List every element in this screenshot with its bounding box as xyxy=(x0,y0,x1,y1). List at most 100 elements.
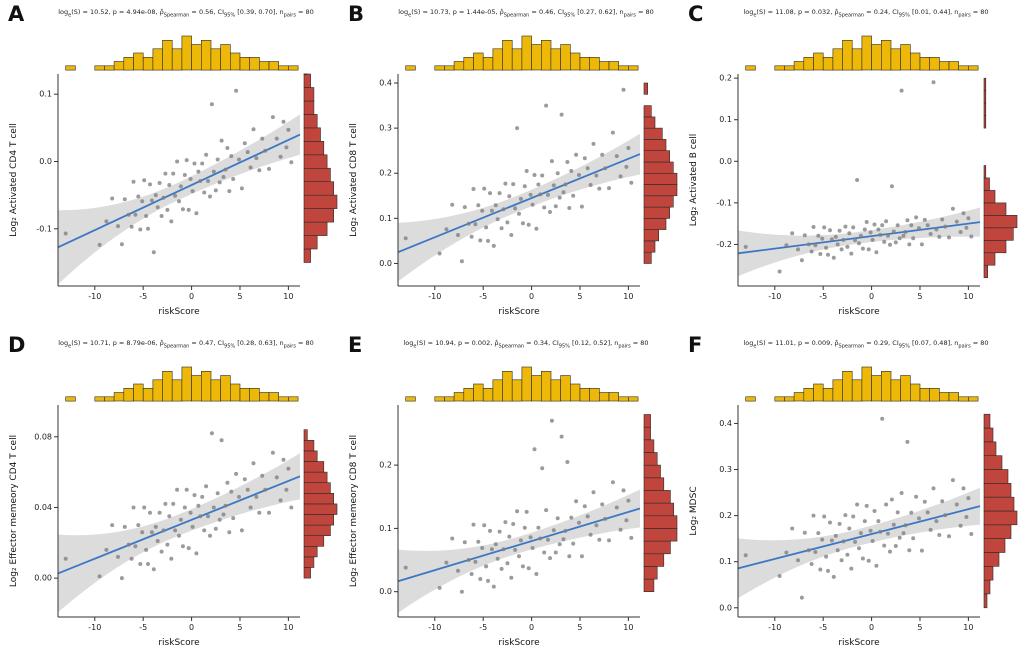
scatter-point xyxy=(211,169,216,174)
stat-p: 1.44e-05 xyxy=(466,8,496,16)
top-histogram-bar xyxy=(774,396,785,402)
top-histogram-bar xyxy=(541,39,552,71)
scatter-point xyxy=(897,535,902,540)
scatter-point xyxy=(462,540,467,545)
scatter-point xyxy=(847,231,852,236)
y-axis-label: Log₂ Effector memeory CD8 T cell xyxy=(349,434,359,588)
x-tick-label: 10 xyxy=(623,292,633,301)
scatter-point xyxy=(515,509,520,514)
stat-sub: e xyxy=(68,343,72,350)
right-histogram-bar xyxy=(983,510,1018,526)
scatter-point xyxy=(790,231,795,236)
stat-p: 4.94e-08 xyxy=(126,8,156,16)
scatter-point xyxy=(549,418,554,423)
right-histogram-bar xyxy=(303,154,328,169)
stat-label: , CI xyxy=(548,339,559,347)
x-tick-label: 10 xyxy=(283,292,293,301)
scatter-point xyxy=(182,505,187,510)
scatter-point xyxy=(843,513,848,518)
top-histogram-bar xyxy=(521,366,532,402)
right-histogram-bar xyxy=(303,556,315,568)
scatter-point xyxy=(482,523,487,528)
scatter-point xyxy=(133,544,138,549)
top-histogram-bar xyxy=(113,392,125,402)
scatter-point xyxy=(594,173,599,178)
top-histogram-bar xyxy=(220,44,231,71)
scatter-point xyxy=(148,510,152,515)
stat-label: = xyxy=(189,8,199,16)
top-histogram-bar xyxy=(104,396,115,402)
stat-n: 80 xyxy=(980,8,989,16)
stat-label: , ρ̂ xyxy=(155,339,164,347)
scatter-point xyxy=(813,550,818,554)
right-histogram-bar xyxy=(983,77,987,91)
scatter-point xyxy=(891,229,896,234)
stat-label: , p = xyxy=(793,339,812,347)
scatter-point xyxy=(743,244,748,249)
scatter-point xyxy=(917,516,921,521)
right-histogram-bar xyxy=(643,528,678,542)
top-histogram-bar xyxy=(463,56,474,71)
scatter-point xyxy=(260,136,265,141)
scatter-point xyxy=(223,503,228,508)
scatter-point xyxy=(893,240,898,245)
stat-sub: e xyxy=(753,12,757,19)
scatter-point xyxy=(868,230,873,235)
right-histogram-bar xyxy=(303,440,315,452)
stat-rho: 0.34 xyxy=(533,339,549,347)
scatter-point xyxy=(480,208,485,213)
scatter-point xyxy=(281,119,286,124)
scatter-point xyxy=(553,550,558,555)
scatter-point xyxy=(591,490,596,495)
scatter-point xyxy=(862,227,867,232)
scatter-point xyxy=(851,225,856,230)
scatter-point xyxy=(822,514,827,519)
scatter-point xyxy=(144,214,149,218)
y-tick-label: 0.2 xyxy=(719,74,732,83)
right-histogram-bar xyxy=(983,177,990,191)
top-histogram-bar xyxy=(589,387,600,402)
scatter-point xyxy=(889,497,894,502)
scatter-point xyxy=(146,562,150,566)
scatter-point xyxy=(489,547,494,552)
scatter-point xyxy=(845,244,850,249)
scatter-point xyxy=(200,494,205,499)
scatter-point xyxy=(534,572,539,576)
top-histogram-bar xyxy=(181,366,192,402)
stat-ci: [0.39, 0.70] xyxy=(237,8,276,16)
right-histogram-bar xyxy=(983,165,987,179)
right-histogram-bar xyxy=(303,248,311,263)
top-histogram-bar xyxy=(793,61,805,71)
scatter-point xyxy=(571,541,576,546)
x-tick-label: -5 xyxy=(819,292,827,301)
panel-a: A loge(S) = 10.52, p = 4.94e-08, ρ̂Spear… xyxy=(0,0,340,331)
scatter-point xyxy=(136,523,141,528)
stat-label: = xyxy=(970,8,981,16)
scatter-point xyxy=(473,222,478,227)
scatter-point xyxy=(905,218,910,223)
right-histogram-bar xyxy=(643,240,656,253)
scatter-point xyxy=(237,157,241,162)
scatter-point xyxy=(196,503,201,508)
right-histogram-bar xyxy=(303,221,328,236)
right-histogram-bar xyxy=(643,127,663,140)
scatter-point xyxy=(874,250,879,255)
right-histogram-bar xyxy=(643,139,667,151)
scatter-point xyxy=(482,186,487,191)
top-histogram-bar xyxy=(842,39,853,71)
top-histogram-bar xyxy=(871,375,882,402)
x-axis-label: riskScore xyxy=(158,307,200,317)
scatter-point xyxy=(182,173,187,177)
scatter-point xyxy=(526,566,531,571)
scatter-point xyxy=(270,450,275,455)
scatter-point xyxy=(239,528,244,533)
stat-sub: 95% xyxy=(224,12,236,19)
x-tick-label: 5 xyxy=(917,623,922,632)
scatter-point xyxy=(922,217,927,222)
top-histogram-bar xyxy=(239,387,250,402)
scatter-plot: -10 -5 0 5 10 0.0 0.1 0.2 xyxy=(379,366,678,632)
scatter-point xyxy=(934,227,939,232)
scatter-point xyxy=(281,457,286,462)
scatter-point xyxy=(122,524,127,529)
scatter-point xyxy=(857,546,861,551)
